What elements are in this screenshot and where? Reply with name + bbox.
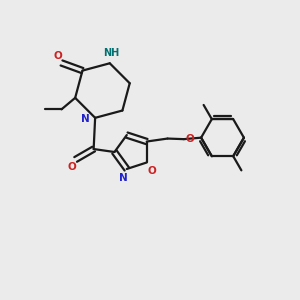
Text: NH: NH xyxy=(103,48,119,58)
Text: O: O xyxy=(148,166,156,176)
Text: O: O xyxy=(68,162,76,172)
Text: N: N xyxy=(119,173,128,183)
Text: O: O xyxy=(54,52,62,61)
Text: O: O xyxy=(186,134,194,144)
Text: N: N xyxy=(81,114,90,124)
